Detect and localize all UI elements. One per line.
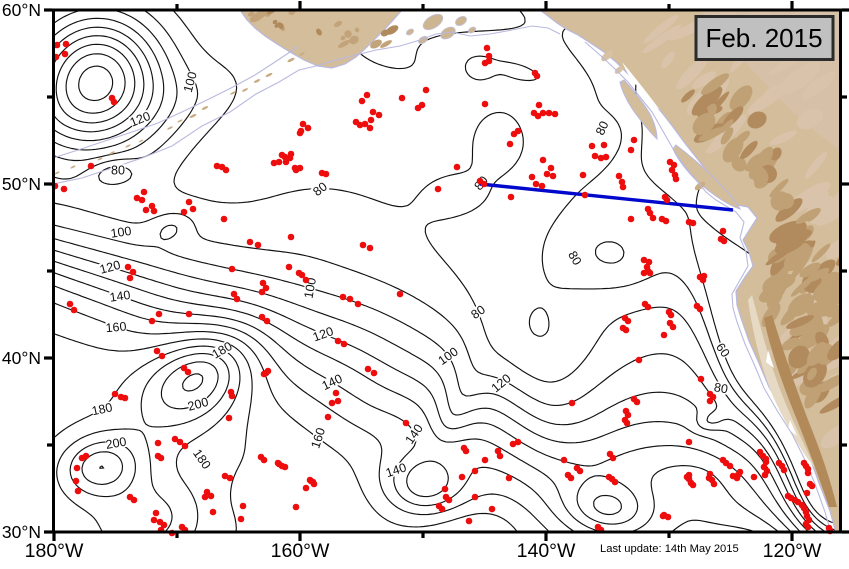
svg-text:180°W: 180°W [25,540,84,562]
svg-text:Feb. 2015: Feb. 2015 [705,23,822,53]
svg-text:120: 120 [311,324,335,344]
svg-text:120°W: 120°W [763,540,822,562]
svg-text:80: 80 [111,163,125,177]
svg-text:180: 180 [90,400,113,418]
svg-text:50°N: 50°N [2,174,41,194]
svg-text:80: 80 [713,380,729,396]
svg-text:100: 100 [110,224,133,241]
svg-text:80: 80 [565,249,584,268]
svg-text:60°N: 60°N [2,0,41,20]
svg-text:160: 160 [308,426,328,450]
svg-text:Last update: 14th May 2015: Last update: 14th May 2015 [600,543,739,555]
svg-text:30°N: 30°N [2,522,41,542]
svg-text:140: 140 [384,460,408,480]
svg-text:140: 140 [109,288,132,305]
svg-text:60: 60 [713,340,732,359]
svg-text:200: 200 [186,395,210,414]
svg-text:160: 160 [105,319,127,335]
svg-text:200: 200 [105,435,128,452]
svg-text:160°W: 160°W [271,540,330,562]
svg-text:120: 120 [98,258,122,277]
svg-text:80: 80 [593,119,612,138]
svg-text:80: 80 [310,179,330,199]
svg-text:80: 80 [468,302,487,321]
svg-text:100: 100 [181,70,200,94]
svg-text:140°W: 140°W [517,540,576,562]
svg-text:40°N: 40°N [2,348,41,368]
